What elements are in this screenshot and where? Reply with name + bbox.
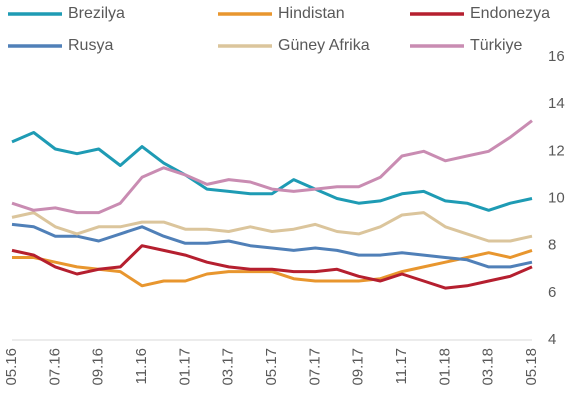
legend-label: Rusya xyxy=(68,37,113,54)
x-tick-label: 11.16 xyxy=(133,348,150,384)
y-tick-label: 16 xyxy=(548,48,565,65)
y-tick-label: 4 xyxy=(548,331,556,348)
x-tick-label: 07.17 xyxy=(306,348,323,386)
y-tick-label: 6 xyxy=(548,284,556,301)
x-tick-label: 05.17 xyxy=(263,348,280,386)
x-tick-label: 03.18 xyxy=(480,348,497,386)
y-tick-label: 10 xyxy=(548,189,565,206)
legend-label: Güney Afrika xyxy=(278,37,370,54)
legend-label: Hindistan xyxy=(278,5,345,22)
x-tick-label: 01.18 xyxy=(436,348,453,386)
legend-label: Brezilya xyxy=(68,5,125,22)
x-tick-label: 11.17 xyxy=(393,348,410,384)
x-tick-label: 05.16 xyxy=(3,348,20,386)
legend-label: Türkiye xyxy=(470,37,523,54)
series-line xyxy=(11,222,533,269)
x-tick-label: 01.17 xyxy=(176,348,193,386)
y-tick-label: 14 xyxy=(548,95,565,112)
x-tick-label: 09.17 xyxy=(350,348,367,386)
series-line xyxy=(11,211,533,243)
x-tick-label: 07.16 xyxy=(46,348,63,386)
series-line xyxy=(11,131,533,212)
legend-label: Endonezya xyxy=(470,5,550,22)
x-tick-label: 03.17 xyxy=(220,348,237,386)
x-tick-label: 05.18 xyxy=(523,348,540,386)
series-line xyxy=(11,244,533,290)
y-tick-label: 8 xyxy=(548,237,556,254)
x-tick-label: 09.16 xyxy=(90,348,107,386)
y-tick-label: 12 xyxy=(548,142,565,159)
series-line xyxy=(11,119,533,215)
